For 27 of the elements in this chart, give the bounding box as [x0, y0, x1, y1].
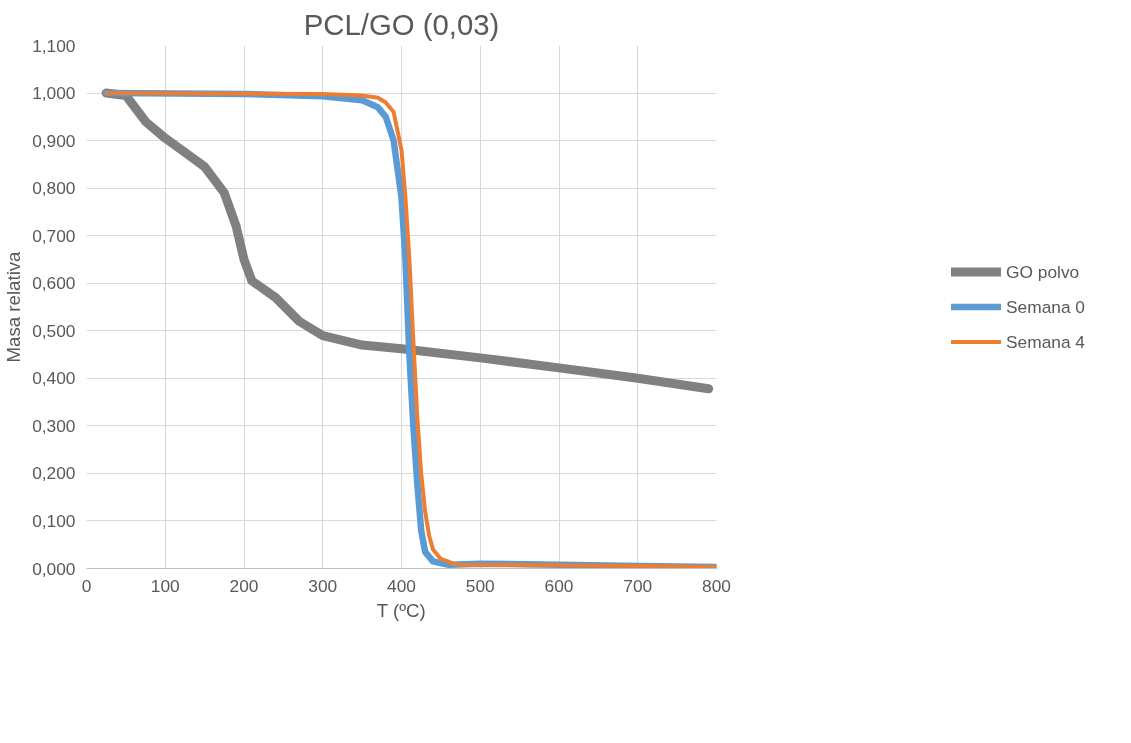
x-tick-label: 700 [623, 575, 653, 596]
x-tick-label: 400 [387, 575, 416, 596]
legend-label: GO polvo [1006, 261, 1080, 282]
legend-label: Semana 4 [1006, 331, 1085, 352]
y-tick-label: 0,900 [32, 130, 76, 151]
y-tick-label: 0,700 [32, 225, 76, 246]
y-tick-label: 0,500 [32, 320, 76, 341]
y-tick-label: 0,000 [32, 558, 76, 579]
legend-label: Semana 0 [1006, 296, 1085, 317]
y-tick-label: 0,200 [32, 463, 76, 484]
x-tick-label: 300 [308, 575, 338, 596]
y-tick-label: 0,800 [32, 178, 76, 199]
x-tick-label: 600 [544, 575, 574, 596]
y-tick-label: 1,100 [32, 35, 76, 56]
x-axis-title: T (ºC) [376, 599, 426, 621]
y-tick-label: 0,400 [32, 368, 76, 389]
y-tick-label: 0,300 [32, 415, 76, 436]
y-tick-label: 0,600 [32, 273, 76, 294]
x-tick-label: 500 [465, 575, 495, 596]
y-tick-label: 1,000 [32, 83, 76, 104]
x-tick-label: 0 [81, 575, 92, 596]
x-tick-label: 100 [150, 575, 180, 596]
y-axis-title: Masa relativa [3, 250, 25, 363]
y-tick-label: 0,100 [32, 510, 76, 531]
x-tick-label: 800 [702, 575, 731, 596]
x-tick-label: 200 [229, 575, 259, 596]
chart-title: PCL/GO (0,03) [303, 7, 500, 41]
